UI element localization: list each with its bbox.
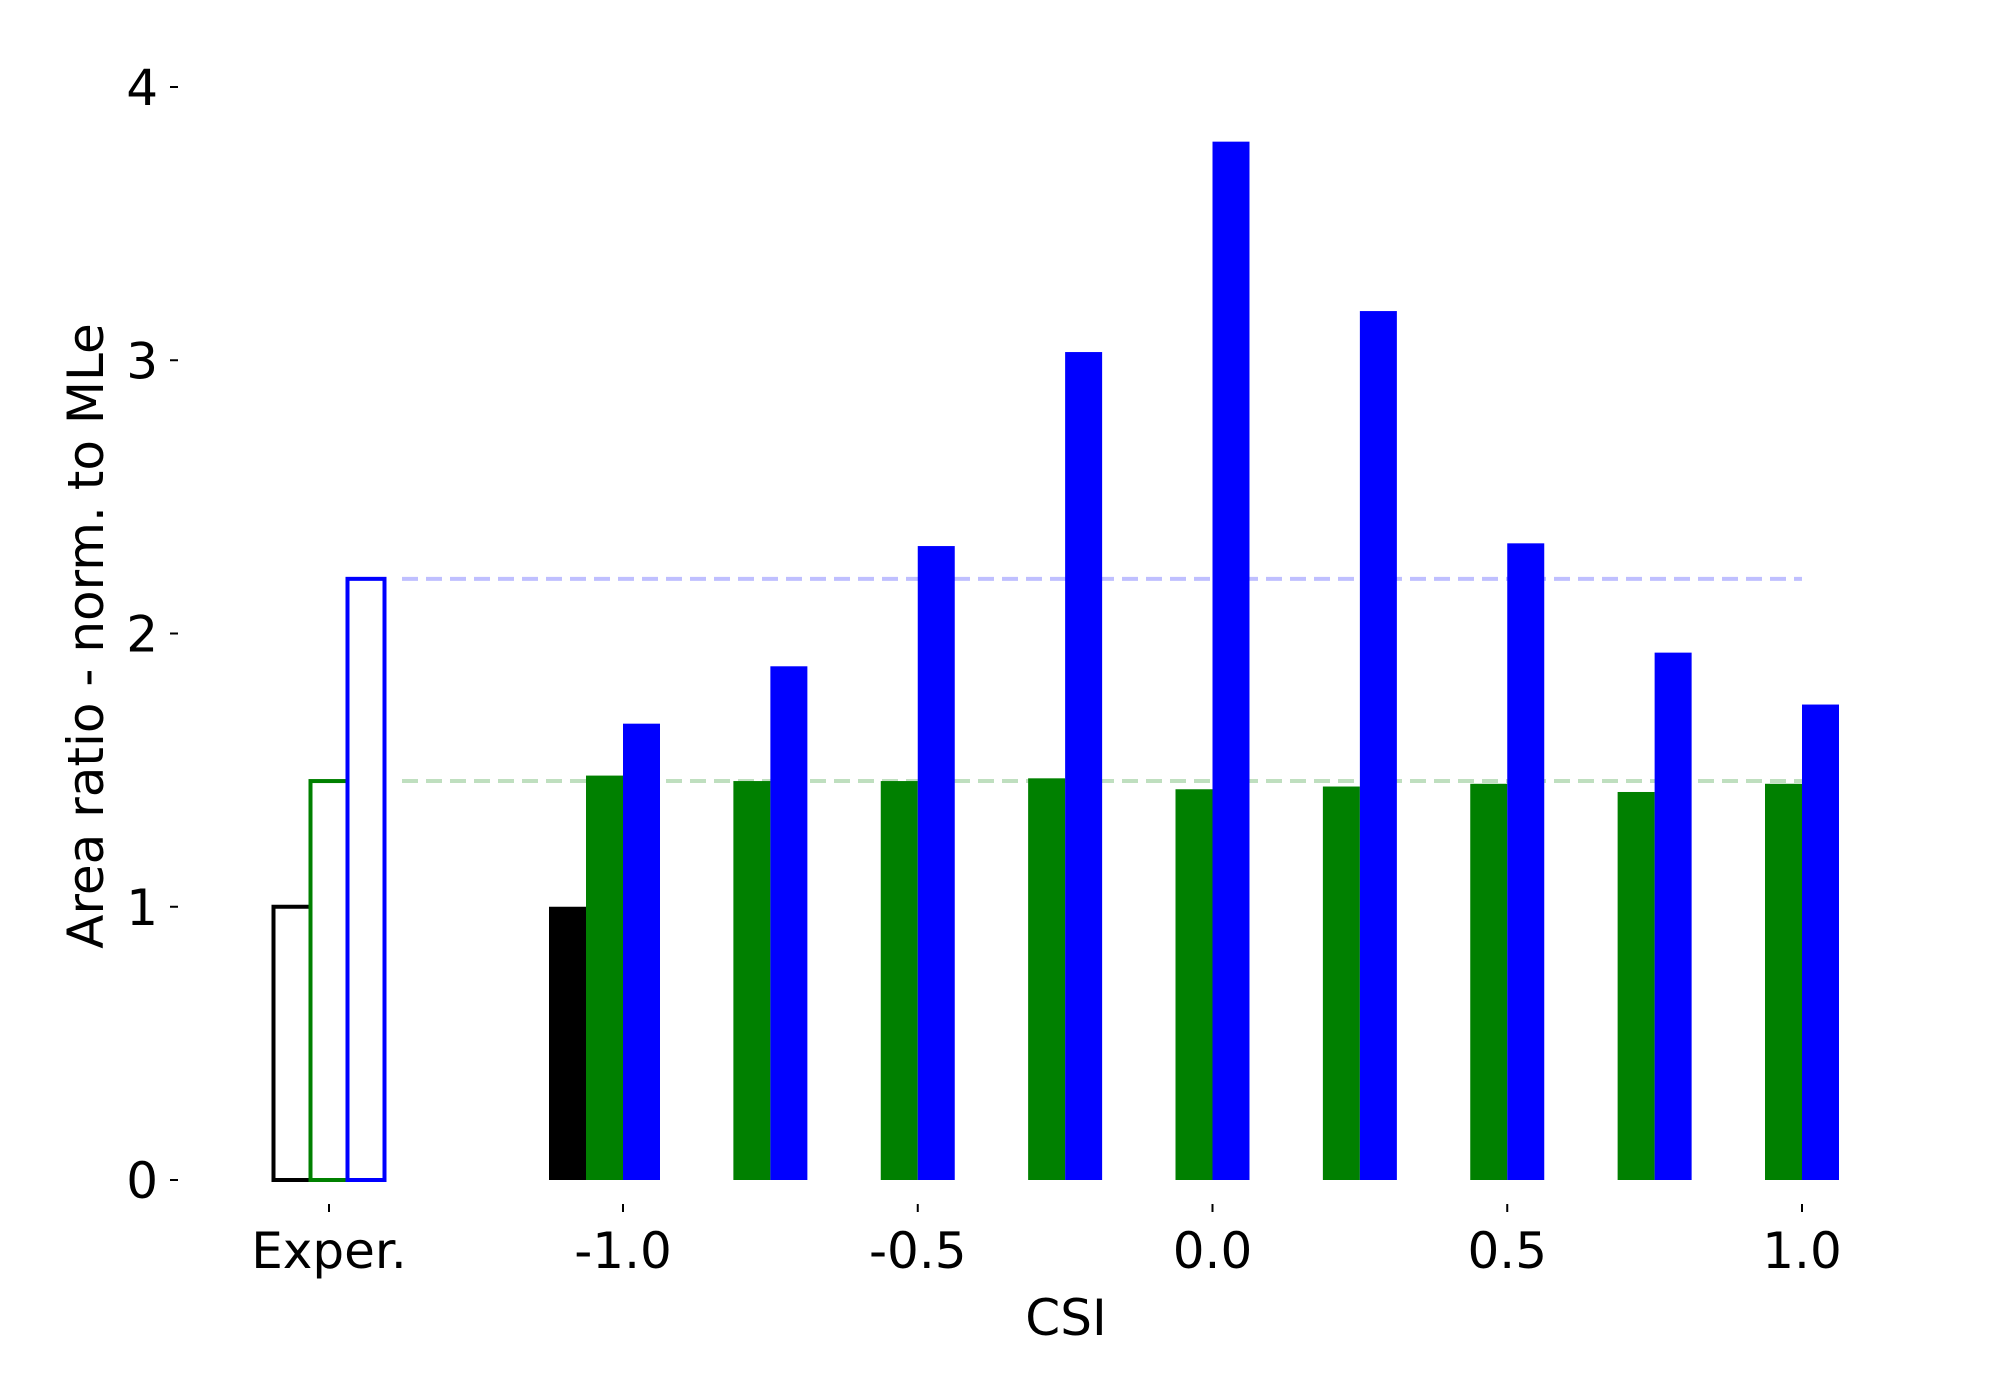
bar-series1-csi-7 (1617, 791, 1655, 1180)
bar-series1-csi-6 (1470, 783, 1508, 1180)
y-tick-label-1: 1 (126, 879, 158, 937)
bar-series2-csi-0 (623, 723, 660, 1180)
y-axis-label: Area ratio - norm. to MLe (57, 323, 115, 949)
bar-series1-csi-1 (733, 781, 771, 1180)
bar-series2-csi-3 (1065, 352, 1103, 1180)
x-tick-label-0: Exper. (251, 1222, 407, 1280)
bar-series2-csi-7 (1654, 652, 1692, 1180)
x-tick-label-1: -1.0 (574, 1222, 672, 1280)
y-tick-label-2: 2 (126, 606, 158, 664)
bar-series2-csi-6 (1507, 543, 1545, 1180)
bar-series0-csi-0 (549, 906, 586, 1180)
bar-series2-csi-8 (1802, 704, 1839, 1180)
bar-series2-csi-4 (1212, 141, 1250, 1180)
bar-series2-csi-1 (770, 666, 808, 1180)
y-tick-label-4: 4 (126, 59, 158, 117)
bars (271, 141, 1839, 1182)
x-tick-label-2: -0.5 (869, 1222, 967, 1280)
y-axis: 0 1 2 3 4 (126, 59, 178, 1210)
x-tick-label-5: 1.0 (1762, 1222, 1842, 1280)
bar-series1-csi-2 (880, 781, 918, 1180)
bar-series1-csi-8 (1765, 783, 1802, 1180)
exper-bar-1 (308, 779, 350, 1182)
y-tick-label-0: 0 (126, 1152, 158, 1210)
bar-series2-csi-2 (917, 546, 955, 1180)
x-tick-label-4: 0.5 (1467, 1222, 1547, 1280)
bar-series2-csi-5 (1359, 311, 1397, 1180)
y-tick-label-3: 3 (126, 332, 158, 390)
bar-series1-csi-4 (1175, 789, 1213, 1180)
x-axis: Exper. -1.0 -0.5 0.0 0.5 1.0 (251, 1204, 1842, 1280)
bar-series1-csi-3 (1028, 778, 1066, 1180)
exper-bar-0 (271, 904, 313, 1182)
bar-series1-csi-0 (586, 775, 623, 1180)
x-tick-label-3: 0.0 (1173, 1222, 1253, 1280)
exper-bar-2 (345, 576, 387, 1182)
bar-series1-csi-5 (1322, 786, 1360, 1180)
x-axis-label: CSI (1025, 1289, 1106, 1347)
